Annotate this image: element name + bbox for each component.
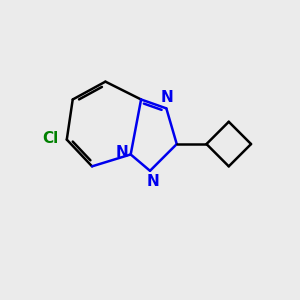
Text: Cl: Cl <box>42 130 58 146</box>
Text: N: N <box>116 146 128 160</box>
Text: N: N <box>160 90 173 105</box>
Text: N: N <box>147 174 159 189</box>
